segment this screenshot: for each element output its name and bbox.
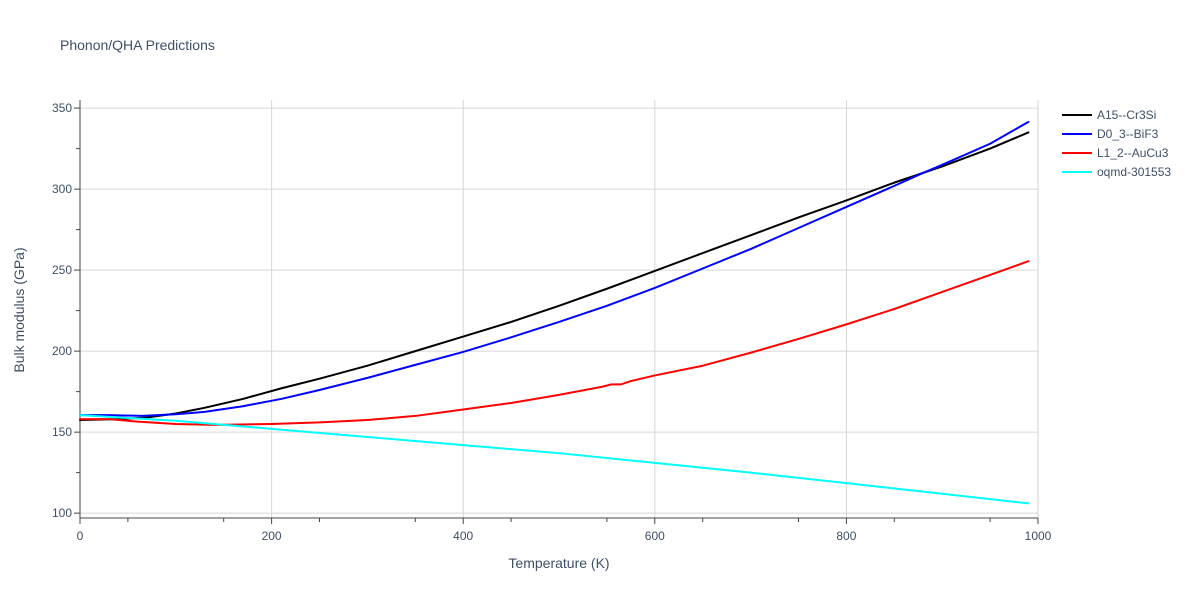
- legend-label: D0_3--BiF3: [1097, 127, 1159, 141]
- series-line-oqmd-301553: [79, 414, 1030, 505]
- x-tick-label: 200: [262, 529, 282, 543]
- y-tick-label: 200: [52, 344, 72, 358]
- x-axis-label: Temperature (K): [508, 555, 609, 571]
- legend-item[interactable]: A15--Cr3Si: [1062, 108, 1156, 122]
- y-tick-label: 250: [52, 263, 72, 277]
- legend-item[interactable]: D0_3--BiF3: [1062, 127, 1159, 141]
- x-tick-label: 600: [645, 529, 665, 543]
- legend[interactable]: A15--Cr3Si D0_3--BiF3 L1_2--AuCu3 oqmd-3015…: [1062, 108, 1171, 179]
- x-tick-label: 800: [836, 529, 856, 543]
- legend-item[interactable]: L1_2--AuCu3: [1062, 146, 1169, 160]
- series-line-a15-cr3si: [79, 131, 1030, 421]
- x-tick-label: 0: [77, 529, 84, 543]
- x-tick-label: 1000: [1025, 529, 1052, 543]
- series-line-d0-3-bif3: [79, 120, 1030, 417]
- legend-label: L1_2--AuCu3: [1097, 146, 1169, 160]
- axes-layer: 0 200 400 600 800 1000 100 150 200 250 300 350: [52, 100, 1052, 543]
- y-tick-label: 350: [52, 101, 72, 115]
- legend-label: oqmd-301553: [1097, 165, 1171, 179]
- y-tick-label: 100: [52, 506, 72, 520]
- series-line-l1-2-aucu3: [79, 260, 1030, 426]
- series-layer: [79, 120, 1030, 505]
- legend-label: A15--Cr3Si: [1097, 108, 1156, 122]
- y-tick-label: 300: [52, 182, 72, 196]
- legend-item[interactable]: oqmd-301553: [1062, 165, 1171, 179]
- chart-title: Phonon/QHA Predictions: [60, 37, 215, 53]
- x-tick-label: 400: [453, 529, 473, 543]
- y-tick-label: 150: [52, 425, 72, 439]
- y-axis-label: Bulk modulus (GPa): [11, 247, 27, 372]
